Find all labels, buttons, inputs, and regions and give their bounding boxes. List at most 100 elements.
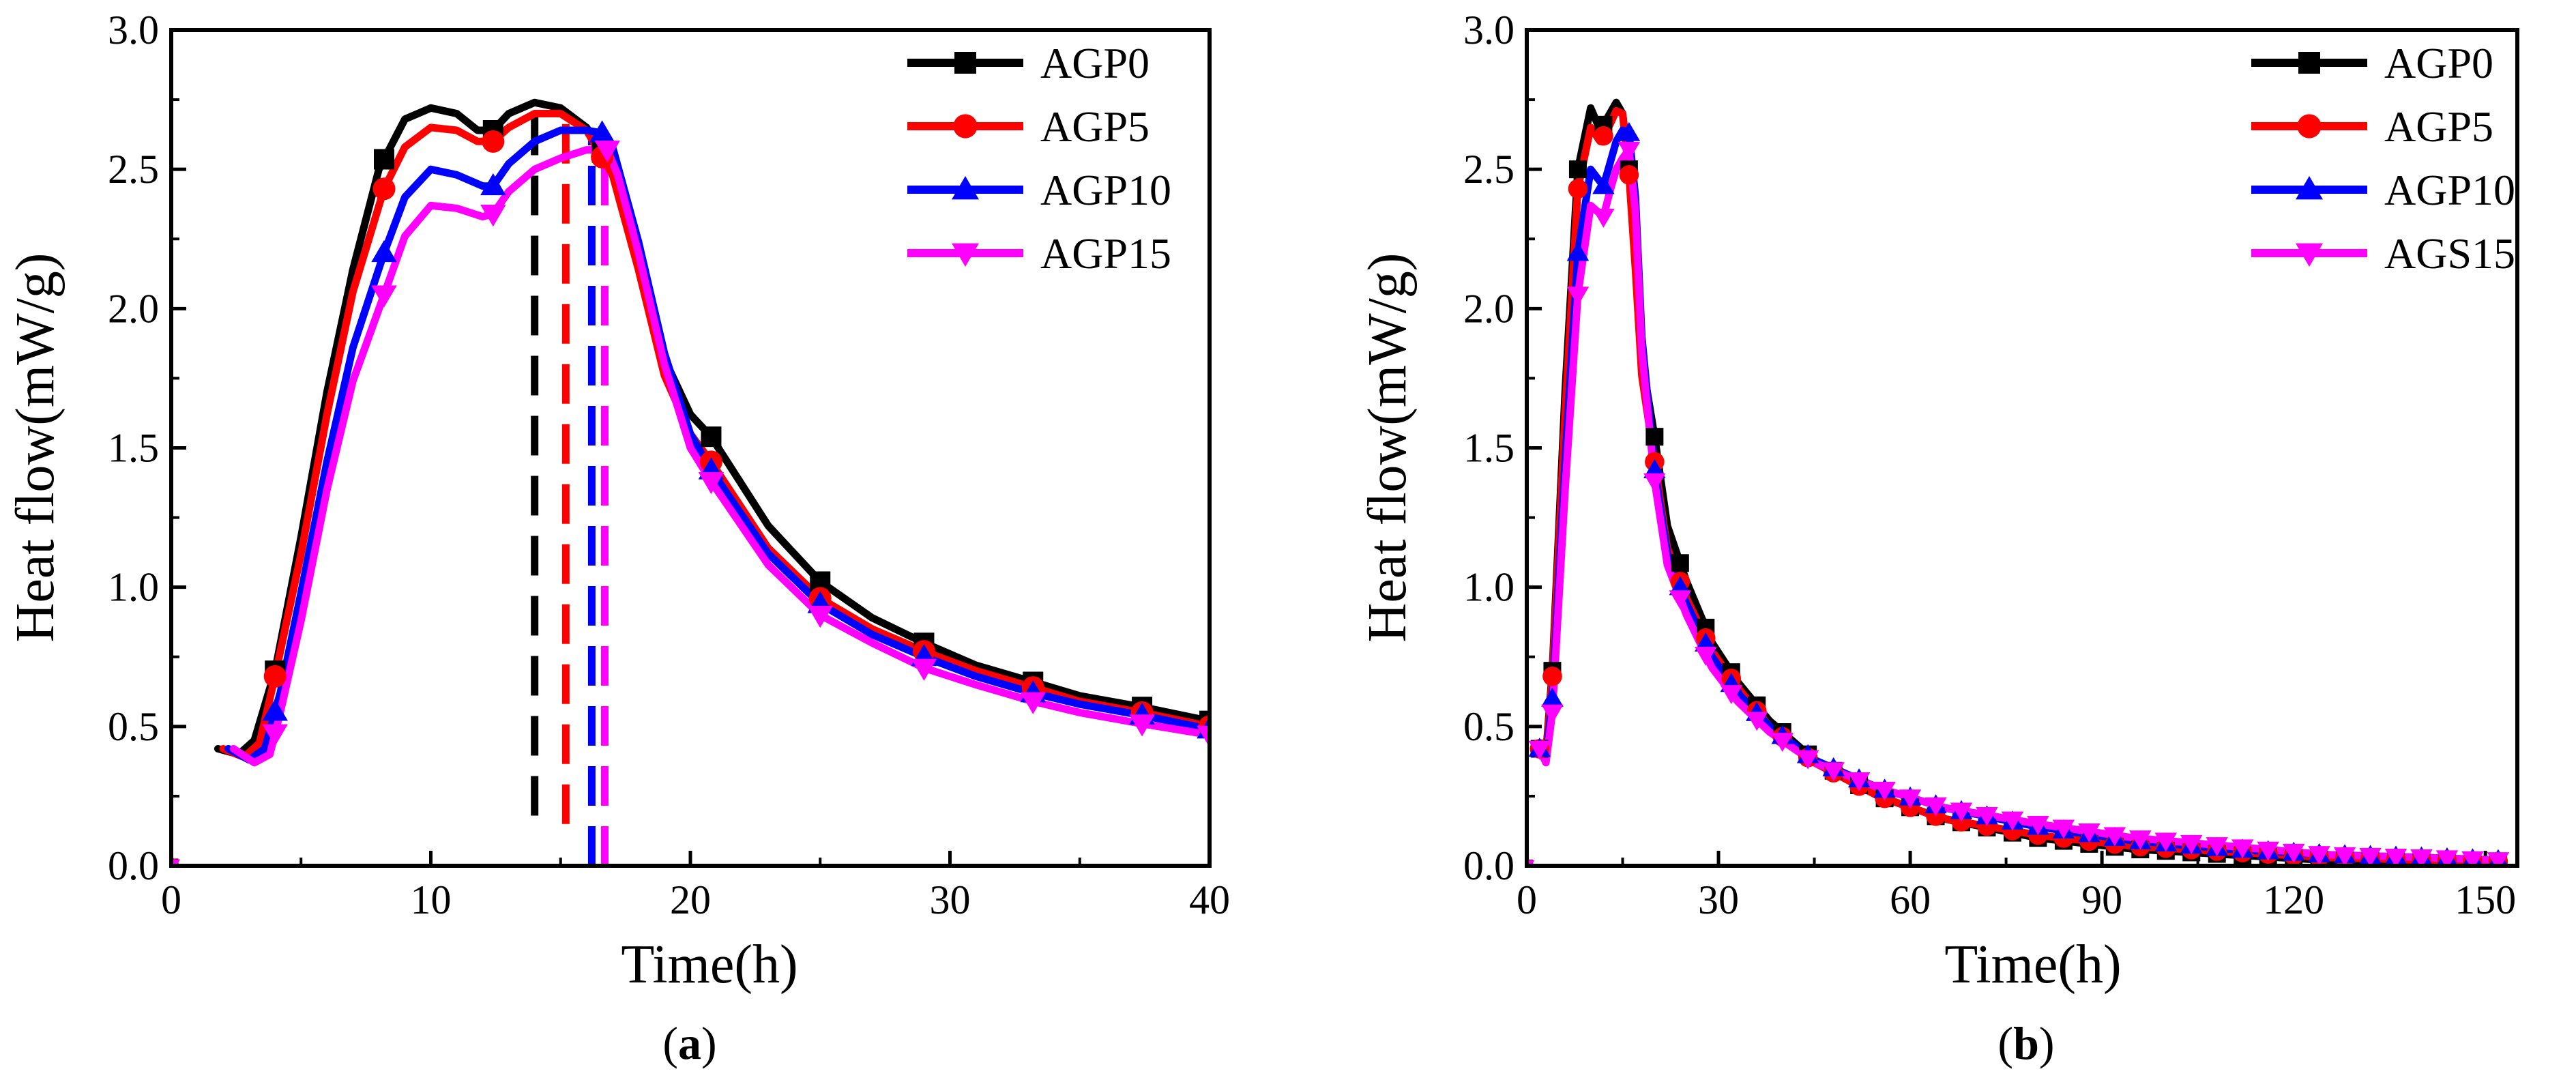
marker-group-b [1527,115,2510,866]
legend-entry-agp0: AGP0 [2251,39,2493,87]
data-point-ags15 [1976,806,1998,826]
y-tick-label: 3.0 [108,8,159,53]
data-point-ags15 [2359,847,2382,866]
data-point-agp0 [701,426,722,448]
data-point-agp5 [1594,126,1613,146]
y-tick-label: 2.5 [108,147,159,192]
data-point-agp5 [482,130,505,153]
legend-entry-agp15: AGP15 [907,229,1171,278]
y-tick-label: 3.0 [1463,8,1514,53]
data-point-agp10 [1618,121,1641,141]
legend-label: AGP10 [1040,166,1171,214]
legend-label: AGP15 [1040,229,1171,278]
data-point-agp15 [1020,692,1046,714]
data-point-agp10 [480,173,506,196]
y-tick-label: 1.5 [1463,426,1514,471]
x-tick-label: 0 [1517,877,1537,922]
data-point-ags15 [2231,839,2254,859]
x-axis-title-a: Time(h) [621,935,797,995]
x-tick-label: 30 [930,877,971,922]
data-point-ags15 [1566,287,1590,306]
data-point-ags15 [2103,827,2126,847]
panel-label-b: (b) [1997,1017,2054,1069]
data-point-ags15 [1873,781,1896,801]
marker-group-a [171,120,1210,866]
data-point-ags15 [2206,837,2228,857]
data-point-ags15 [1847,772,1871,791]
data-point-agp10 [1566,242,1590,261]
data-point-agp15 [911,658,937,681]
data-point-ags15 [2180,834,2203,854]
legend-label: AGP10 [2384,166,2515,214]
legend-swatch-marker [2296,243,2323,267]
x-tick-label: 20 [670,877,711,922]
legend-label: AGP5 [2384,102,2493,151]
data-point-agp10 [371,239,397,263]
legend-b: AGP0 AGP5 AGP10 AGS15 [2251,39,2515,278]
data-point-ags15 [1950,802,1973,822]
data-point-ags15 [1592,208,1615,228]
chart-panel-b: 0 30 60 90 120 150 0.0 0.5 1.0 1.5 2.0 2.5 3.0 Time(… [1358,8,2519,1069]
legend-a: AGP0 AGP5 AGP10 AGP15 [907,39,1171,278]
data-point-ags15 [1669,590,1692,610]
y-tick-label: 0.0 [108,843,159,888]
data-point-ags15 [2078,823,2101,843]
data-point-ags15 [2001,811,2024,831]
x-tick-label: 60 [1890,877,1931,922]
legend-entry-agp10: AGP10 [2251,166,2515,214]
data-point-ags15 [1618,141,1641,161]
data-point-ags15 [1643,473,1666,493]
data-point-agp5 [263,665,287,688]
legend-entry-agp0: AGP0 [907,39,1150,87]
x-tick-label: 0 [161,877,181,922]
legend-swatch-marker [953,114,978,138]
data-point-agp15 [1197,725,1210,748]
data-point-ags15 [2282,843,2305,863]
x-tick-label: 10 [411,877,452,922]
data-point-ags15 [2435,850,2459,866]
plot-frame-a [169,28,1212,868]
panel-label-a: (a) [662,1017,716,1069]
data-point-agp15 [807,606,833,628]
data-point-agp5 [372,177,396,201]
x-tick-label: 150 [2455,877,2516,922]
plot-frame-b [1525,28,2519,868]
y-tick-label: 2.0 [1463,286,1514,331]
data-point-agp15 [594,141,620,163]
data-point-agp10 [1592,175,1615,194]
legend-entry-ags15: AGS15 [2251,229,2515,278]
y-axis-title-b: Heat flow(mW/g) [1358,253,1418,643]
legend-swatch-marker [954,52,976,74]
data-point-ags15 [2129,830,2152,850]
y-tick-label: 2.5 [1463,147,1514,192]
data-point-ags15 [1822,762,1845,782]
legend-entry-agp10: AGP10 [907,166,1171,214]
x-tick-label: 90 [2081,877,2122,922]
y-tick-label: 1.0 [1463,565,1514,610]
data-point-agp5 [1619,165,1639,185]
data-point-ags15 [1695,646,1717,666]
data-point-agp15 [262,724,288,746]
y-tick-label: 2.0 [108,286,159,331]
axis-ticks-a: 0 10 20 30 40 0.0 0.5 1.0 1.5 2.0 2.5 3.0 [108,8,1230,922]
legend-entry-agp5: AGP5 [2251,102,2493,151]
panel-letter-b: b [2013,1017,2039,1069]
data-point-agp15 [1129,714,1155,737]
legend-swatch-marker [2298,52,2320,74]
legend-label: AGP0 [1040,39,1150,87]
x-tick-label: 120 [2263,877,2324,922]
y-tick-label: 0.5 [108,704,159,749]
data-point-agp10 [589,120,615,143]
data-point-agp15 [698,472,724,495]
legend-swatch-marker [2296,176,2323,200]
data-point-ags15 [2027,816,2049,835]
data-point-agp5 [1542,667,1562,686]
legend-label: AGS15 [2384,229,2515,278]
data-point-ags15 [2308,846,2330,866]
legend-entry-agp5: AGP5 [907,102,1150,151]
data-point-ags15 [2052,819,2075,839]
data-point-agp0 [1645,428,1664,446]
chart-panel-a: 0 10 20 30 40 0.0 0.5 1.0 1.5 2.0 2.5 3.0 Time(h) H… [5,8,1230,1069]
